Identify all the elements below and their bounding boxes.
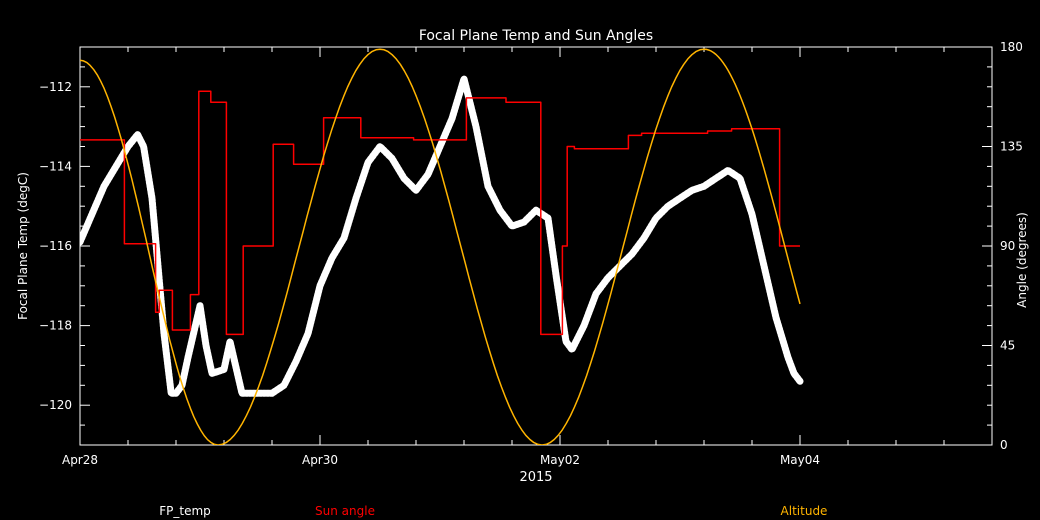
- x-tick-label: May04: [780, 453, 820, 467]
- y-tick-label-left: −116: [39, 239, 72, 253]
- series-line-sun-angle: [80, 90, 800, 336]
- y-tick-label-right: 45: [1000, 339, 1015, 353]
- x-tick-label: Apr30: [302, 453, 338, 467]
- y-tick-label-left: −112: [39, 80, 72, 94]
- series-layer: [80, 48, 804, 445]
- chart-title: Focal Plane Temp and Sun Angles: [419, 28, 653, 44]
- series-line-altitude: [80, 48, 801, 445]
- y-tick-label-right: 0: [1000, 438, 1008, 452]
- x-tick-label: May02: [540, 453, 580, 467]
- y-tick-label-right: 180: [1000, 40, 1023, 54]
- x-tick-label: Apr28: [62, 453, 98, 467]
- series-line-fp-temp-core: [80, 76, 802, 396]
- legend: FP_temp Sun angle Altitude: [159, 504, 827, 518]
- legend-entry: FP_temp: [159, 504, 211, 518]
- ticks-layer: Apr28 Apr30 May02 May04 −112 −114 −116 −118 −120…: [39, 40, 1023, 467]
- y-axis-label-right: Angle (degrees): [1015, 212, 1029, 308]
- x-axis-label: 2015: [519, 470, 552, 485]
- legend-entry: Sun angle: [315, 504, 375, 518]
- y-tick-label-left: −114: [39, 159, 72, 173]
- y-tick-label-right: 90: [1000, 239, 1015, 253]
- y-axis-label-left: Focal Plane Temp (degC): [16, 172, 30, 320]
- y-tick-label-left: −120: [39, 398, 72, 412]
- y-tick-label-right: 135: [1000, 140, 1023, 154]
- legend-entry: Altitude: [781, 504, 828, 518]
- y-tick-label-left: −118: [39, 319, 72, 333]
